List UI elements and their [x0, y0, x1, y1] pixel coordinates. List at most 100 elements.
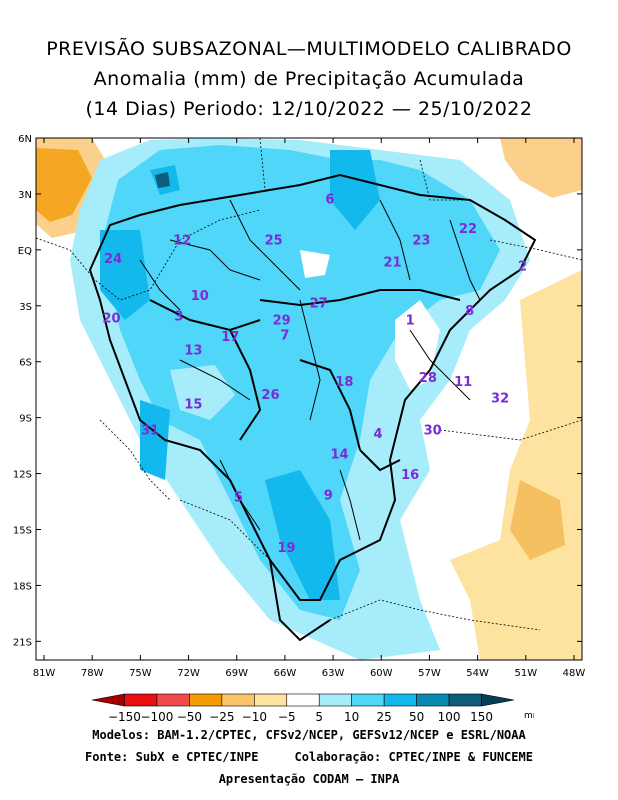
anomaly-positive-dark-3: [265, 470, 340, 600]
footer-credits: Apresentação CODAM — INPA: [218, 772, 400, 786]
lon-tick-label: 78W: [81, 668, 104, 679]
footer-models: Modelos: BAM-1.2/CPTEC, CFSv2/NCEP, GEFS…: [92, 728, 526, 742]
legend-unit: mm: [524, 711, 534, 721]
basin-label-18: 18: [335, 375, 353, 390]
legend-swatch: [91, 693, 125, 707]
legend-swatch: [383, 693, 417, 707]
anomaly-neutral-1: [395, 300, 440, 390]
basin-label-29: 29: [273, 313, 291, 328]
legend-swatch: [448, 693, 482, 707]
lat-tick-label: 6N: [18, 134, 32, 145]
basin-label-23: 23: [412, 233, 430, 248]
lon-tick-label: 48W: [563, 668, 586, 679]
legend-swatch: [156, 693, 190, 707]
basin-label-10: 10: [191, 289, 209, 304]
legend-swatch: [286, 693, 320, 707]
lon-tick-label: 81W: [33, 668, 56, 679]
legend-label: 100: [438, 710, 461, 724]
lat-tick-label: 15S: [13, 526, 32, 537]
lon-tick-label: 54W: [466, 668, 489, 679]
lon-tick-label: 63W: [322, 668, 345, 679]
legend-swatch: [221, 693, 255, 707]
lon-tick-label: 72W: [177, 668, 200, 679]
legend-label: −5: [278, 710, 296, 724]
lon-tick-label: 57W: [418, 668, 441, 679]
anomaly-negative-se: [450, 270, 582, 660]
legend-label: −25: [209, 710, 234, 724]
longitude-ticks: 81W 78W 75W 72W 69W 66W 63W 60W 57W 54W 51W 48W: [33, 138, 586, 679]
basin-label-31: 31: [141, 423, 159, 438]
legend-label: 150: [470, 710, 493, 724]
lat-tick-label: EQ: [18, 246, 32, 257]
lon-tick-label: 60W: [370, 668, 393, 679]
basin-label-20: 20: [102, 312, 120, 327]
basin-label-12: 12: [173, 233, 191, 248]
lat-tick-label: 3S: [19, 302, 32, 313]
basin-label-8: 8: [465, 304, 474, 319]
legend-labels: −150 −100 −50 −25 −10 −5 5 10 25 50 100 150: [108, 710, 493, 724]
basin-label-17: 17: [221, 330, 239, 345]
basin-label-30: 30: [424, 423, 442, 438]
legend-swatch: [124, 693, 158, 707]
anomaly-positive-deep-1: [155, 172, 170, 188]
color-legend: −150−100 −50 −25 −10 −5 5 10 25 50 100 150 mm: [91, 693, 534, 724]
basin-label-3: 3: [174, 310, 183, 325]
lat-tick-label: 18S: [13, 581, 32, 592]
legend-label: 50: [409, 710, 424, 724]
map-frame: [35, 137, 583, 661]
precipitation-anomaly-map: 6N 3N EQ 3S 6S 9S 12S 15S 18S 21S 81W 78W 75W 72W 69W…: [13, 134, 586, 679]
title-line-1: PREVISÃO SUBSAZONAL—MULTIMODELO CALIBRAD…: [46, 38, 572, 60]
basin-label-5: 5: [234, 491, 243, 506]
anomaly-positive-dark-4: [100, 230, 150, 320]
lat-tick-label: 21S: [13, 637, 32, 648]
basin-label-26: 26: [261, 388, 279, 403]
basin-label-7: 7: [280, 328, 289, 343]
basin-labels: 1234567891011121314151617181920212223242…: [102, 192, 527, 556]
legend-swatch: [189, 693, 223, 707]
legend-label: 5: [315, 710, 323, 724]
legend-swatch: [254, 693, 288, 707]
legend-swatch: [351, 693, 385, 707]
lat-tick-label: 6S: [19, 358, 32, 369]
basin-label-22: 22: [459, 222, 477, 237]
lat-tick-label: 12S: [13, 470, 32, 481]
basin-outlines: [88, 173, 537, 642]
legend-label: 25: [377, 710, 392, 724]
anomaly-positive-dark-2: [330, 150, 380, 230]
basin-label-1: 1: [406, 313, 415, 328]
lat-tick-label: 9S: [19, 414, 32, 425]
lon-tick-label: 66W: [274, 668, 297, 679]
footer-source: Fonte: SubX e CPTEC/INPE Colaboração: CP…: [85, 750, 533, 764]
basin-subdivisions: [139, 199, 481, 541]
basin-label-2: 2: [518, 259, 527, 274]
anomaly-light-patch: [170, 365, 235, 420]
anomaly-negative-se-core: [510, 480, 565, 560]
basin-label-32: 32: [491, 392, 509, 407]
legend-label: 10: [344, 710, 359, 724]
legend-label: −10: [242, 710, 267, 724]
basin-label-4: 4: [374, 427, 383, 442]
lon-tick-label: 75W: [129, 668, 152, 679]
title-line-2: Anomalia (mm) de Precipitação Acumulada: [93, 68, 525, 90]
lon-tick-label: 51W: [514, 668, 537, 679]
legend-label: −100: [140, 710, 173, 724]
basin-label-9: 9: [324, 489, 333, 504]
country-borders: [36, 138, 582, 631]
basin-label-21: 21: [383, 256, 401, 271]
basin-label-19: 19: [277, 541, 295, 556]
anomaly-positive-mid: [105, 145, 500, 620]
anomaly-negative-ne: [500, 138, 582, 198]
anomaly-neutral-2: [300, 250, 330, 278]
basin-label-6: 6: [325, 192, 334, 207]
basin-label-28: 28: [419, 371, 437, 386]
lat-tick-label: 3N: [18, 190, 32, 201]
basin-label-16: 16: [401, 468, 419, 483]
legend-swatch: [416, 693, 450, 707]
legend-label: −50: [177, 710, 202, 724]
legend-swatches: [91, 693, 515, 707]
basin-label-24: 24: [104, 252, 122, 267]
basin-label-27: 27: [310, 297, 328, 312]
basin-label-15: 15: [184, 397, 202, 412]
legend-swatch: [318, 693, 352, 707]
basin-label-11: 11: [454, 375, 472, 390]
